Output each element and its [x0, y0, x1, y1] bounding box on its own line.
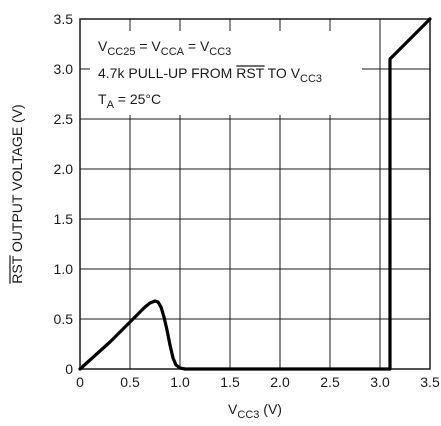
y-axis-title: RST OUTPUT VOLTAGE (V)	[9, 104, 25, 284]
series-layer	[78, 17, 432, 371]
y-tick-label: 3.0	[54, 61, 74, 77]
y-tick-label: 0	[65, 361, 73, 377]
x-axis-title: VCC3 (V)	[228, 401, 282, 421]
x-tick-label: 0	[76, 374, 84, 390]
annotation-block: VCC25​ = VCCA​ = VCC3​ 4.7k PULL-UP FROM …	[90, 31, 362, 115]
x-tick-label: 2.5	[320, 374, 340, 390]
annotation-line: TA​ = 25°C	[98, 91, 161, 111]
axis-titles: VCC3 (V) RST OUTPUT VOLTAGE (V)	[9, 104, 282, 421]
annotation-line: VCC25​ = VCCA​ = VCC3​	[98, 38, 231, 58]
y-tick-label: 3.5	[54, 11, 74, 27]
x-tick-label: 3.0	[370, 374, 390, 390]
y-tick-label: 1.5	[54, 211, 74, 227]
y-tick-labels: 0 0.5 1.0 1.5 2.0 2.5 3.0 3.5	[54, 11, 74, 377]
y-tick-label: 0.5	[54, 311, 74, 327]
x-tick-label: 2.0	[270, 374, 290, 390]
y-tick-label: 2.0	[54, 161, 74, 177]
x-tick-label: 0.5	[120, 374, 140, 390]
y-tick-label: 1.0	[54, 261, 74, 277]
y-tick-label: 2.5	[54, 111, 74, 127]
x-tick-label: 1.5	[220, 374, 240, 390]
svg-text:RST OUTPUT VOLTAGE (V): RST OUTPUT VOLTAGE (V)	[9, 104, 25, 283]
annotation-line: 4.7k PULL-UP FROM RST TO VCC3​	[98, 65, 322, 85]
series-line	[78, 17, 432, 371]
x-tick-label: 3.5	[420, 374, 440, 390]
x-tick-labels: 0 0.5 1.0 1.5 2.0 2.5 3.0 3.5	[76, 374, 440, 390]
annotation-background	[90, 31, 362, 115]
x-tick-label: 1.0	[170, 374, 190, 390]
